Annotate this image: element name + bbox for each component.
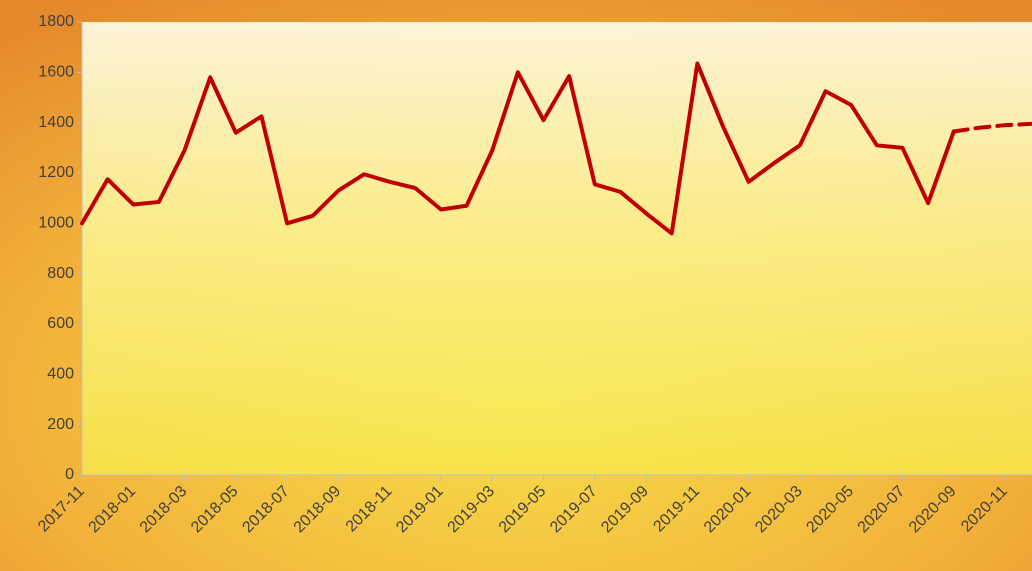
y-tick-label: 1800 bbox=[38, 13, 74, 30]
line-series bbox=[80, 61, 956, 236]
line-series bbox=[951, 121, 1032, 134]
y-tick-label: 1000 bbox=[38, 215, 74, 232]
y-tick-label: 600 bbox=[47, 315, 74, 332]
plot-area bbox=[82, 22, 1032, 475]
y-tick-label: 1600 bbox=[38, 64, 74, 81]
y-tick-label: 800 bbox=[47, 265, 74, 282]
y-tick-label: 200 bbox=[47, 416, 74, 433]
y-tick-label: 400 bbox=[47, 366, 74, 383]
y-tick-label: 0 bbox=[65, 466, 74, 483]
y-tick-label: 1400 bbox=[38, 114, 74, 131]
y-tick-label: 1200 bbox=[38, 164, 74, 181]
